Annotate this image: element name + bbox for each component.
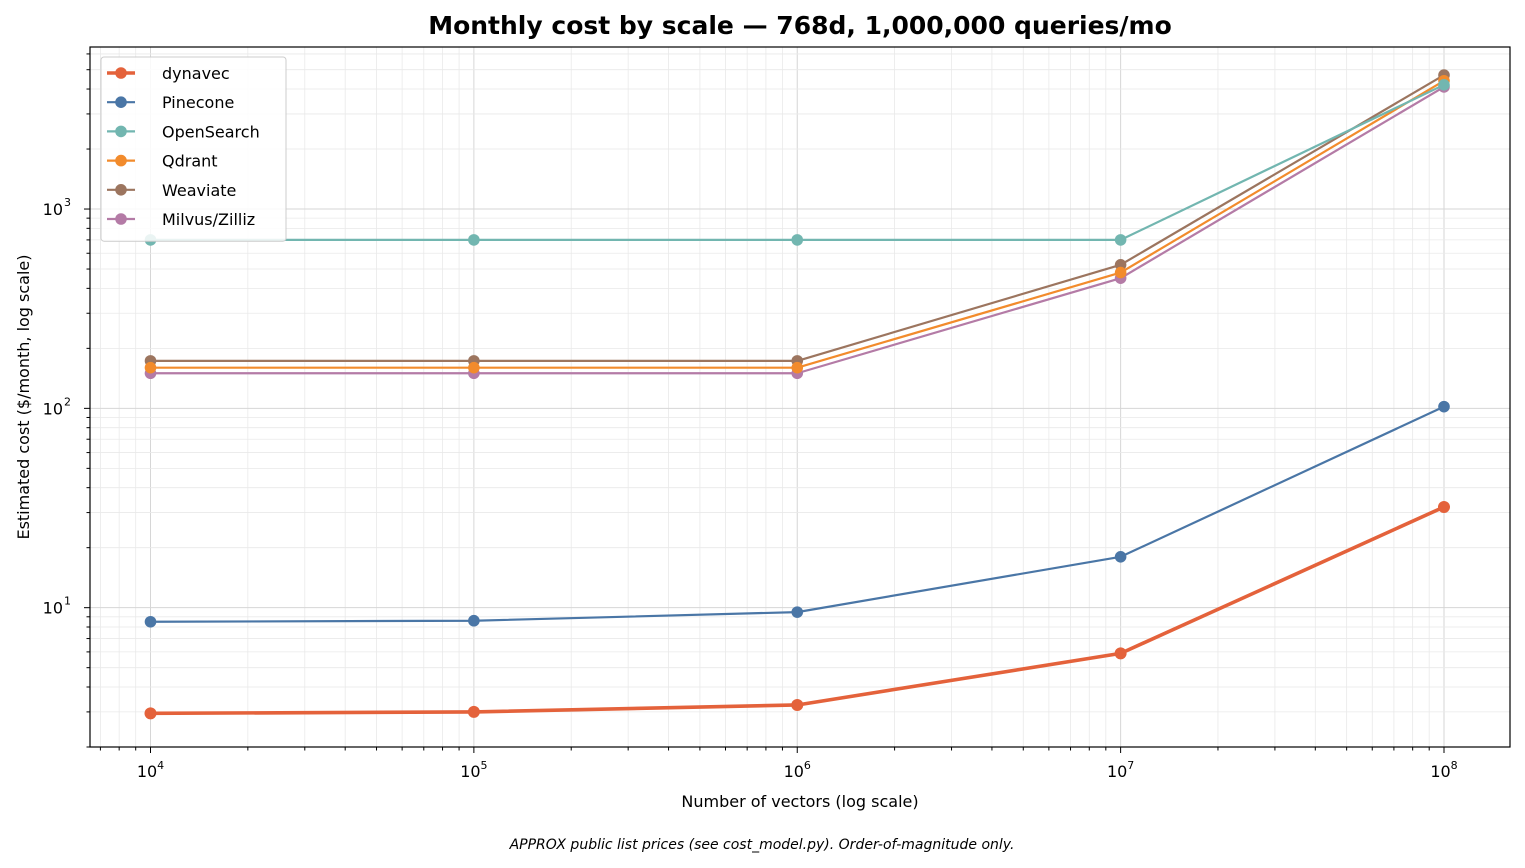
x-tick-label: 104 [137, 759, 164, 781]
y-tick-label: 10 [43, 200, 63, 219]
legend-swatch-marker [115, 96, 127, 108]
y-axis-label: Estimated cost ($/month, log scale) [14, 254, 33, 539]
data-point [1437, 500, 1450, 513]
series-opensearch [144, 79, 1450, 246]
data-point [791, 606, 804, 618]
legend: dynavec Pinecone OpenSearch Qdrant Weaviate M… [100, 56, 287, 242]
data-point [144, 361, 157, 374]
data-point [1114, 550, 1127, 563]
legend-swatch-marker [115, 154, 127, 167]
data-point [467, 705, 480, 718]
legend-label: OpenSearch [162, 122, 260, 141]
legend-swatch-marker [115, 67, 127, 79]
legend-item: Weaviate [107, 181, 236, 200]
data-point [144, 707, 157, 720]
legend-swatch-marker [115, 184, 127, 196]
data-point [1438, 400, 1450, 413]
legend-label: Pinecone [162, 93, 234, 112]
legend-swatch-marker [115, 213, 127, 225]
legend-swatch-marker [115, 125, 127, 138]
data-point [1438, 79, 1450, 91]
legend-item: Qdrant [107, 152, 218, 171]
series-dynavec [144, 500, 1450, 720]
y-tick-label: 10 [43, 399, 63, 418]
y-tick-exponent: 3 [64, 196, 71, 209]
data-point [791, 698, 804, 711]
x-tick-label: 107 [1107, 759, 1134, 781]
y-tick-label: 10 [43, 599, 63, 618]
data-point [791, 361, 804, 374]
series-layer [144, 69, 1450, 720]
legend-box [100, 56, 287, 242]
legend-label: Qdrant [162, 152, 218, 171]
plot-frame [89, 46, 1511, 748]
chart-title: Monthly cost by scale — 768d, 1,000,000 … [428, 11, 1172, 40]
legend-label: dynavec [162, 64, 230, 83]
data-point [791, 234, 804, 246]
data-point [1114, 647, 1127, 660]
y-tick-exponent: 2 [64, 395, 71, 408]
x-tick-label: 106 [784, 759, 811, 781]
data-point [144, 615, 157, 628]
data-point [468, 614, 480, 627]
series-qdrant [144, 74, 1450, 374]
legend-label: Milvus/Zilliz [162, 210, 255, 229]
legend-item: dynavec [107, 64, 230, 83]
series-pinecone [144, 400, 1450, 628]
y-tick-exponent: 1 [64, 595, 71, 608]
x-axis-label: Number of vectors (log scale) [681, 792, 918, 811]
data-point [468, 361, 480, 374]
x-tick-label: 105 [460, 759, 487, 781]
legend-item: OpenSearch [107, 122, 260, 141]
data-point [1114, 266, 1127, 279]
legend-label: Weaviate [162, 181, 236, 200]
data-point [1114, 234, 1127, 246]
legend-item: Pinecone [107, 93, 234, 112]
grid [90, 47, 1510, 748]
data-point [468, 234, 480, 246]
x-tick-label: 108 [1430, 759, 1457, 781]
footnote: APPROX public list prices (see cost_mode… [509, 837, 1015, 853]
legend-item: Milvus/Zilliz [107, 210, 255, 229]
